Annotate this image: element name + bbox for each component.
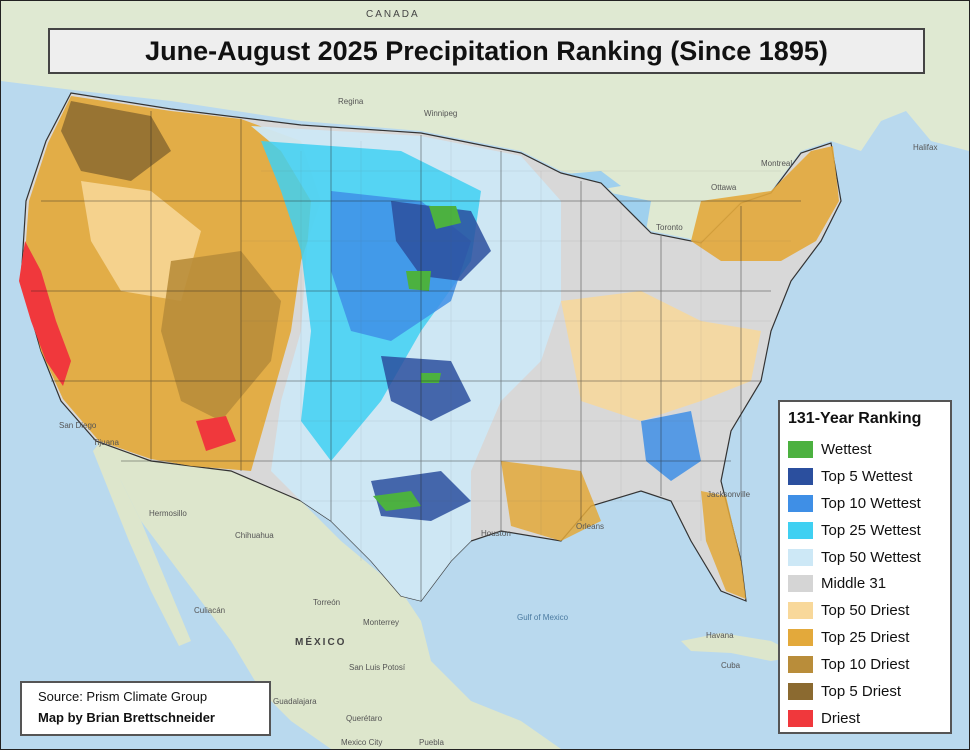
source-credit: Source: Prism Climate Group	[38, 689, 208, 704]
city-label: Mexico City	[341, 738, 383, 747]
legend-item: Top 10 Wettest	[788, 490, 942, 517]
city-label: Toronto	[656, 223, 683, 232]
arizona-driest	[196, 416, 236, 451]
legend-item: Driest	[788, 705, 942, 732]
city-label: Jacksonville	[707, 490, 751, 499]
gulf-coast-dry	[501, 461, 601, 541]
legend-item: Wettest	[788, 436, 942, 463]
state-borders	[31, 111, 801, 601]
canada-label: CANADA	[366, 9, 420, 20]
legend-item: Middle 31	[788, 570, 942, 597]
legend-item: Top 25 Wettest	[788, 517, 942, 544]
legend-item: Top 25 Driest	[788, 624, 942, 651]
legend-swatch	[788, 548, 813, 566]
city-label: Regina	[338, 97, 364, 106]
legend-label: Top 5 Wettest	[821, 467, 913, 485]
city-label: Guadalajara	[273, 697, 317, 706]
author-credit: Map by Brian Brettschneider	[38, 710, 215, 725]
county-texture	[241, 141, 791, 561]
legend-swatch	[788, 494, 813, 512]
legend-title: 131-Year Ranking	[788, 410, 922, 427]
nw-top5-dry	[61, 101, 171, 181]
city-label: Halifax	[913, 143, 938, 152]
city-label: Havana	[706, 631, 734, 640]
map-title-box: June-August 2025 Precipitation Ranking (…	[48, 28, 925, 74]
southeast-wet	[641, 411, 701, 481]
city-label: Winnipeg	[424, 109, 458, 118]
central-top5-wet	[371, 201, 491, 521]
legend-swatch	[788, 575, 813, 593]
city-label: Culiacán	[194, 606, 226, 615]
california-driest	[19, 241, 71, 386]
city-label: Querétaro	[346, 714, 383, 723]
city-label: San Luis Potosí	[349, 663, 406, 672]
city-label: Ottawa	[711, 183, 737, 192]
legend-label: Top 10 Driest	[821, 656, 910, 674]
gulf-label: Gulf of Mexico	[517, 613, 569, 622]
city-label: San Diego	[59, 421, 97, 430]
legend-item: Top 50 Driest	[788, 597, 942, 624]
legend-swatch	[788, 629, 813, 647]
legend-label: Top 5 Driest	[821, 682, 902, 700]
legend-swatch	[788, 709, 813, 727]
mexico-land	[96, 441, 561, 749]
cuba-land	[681, 633, 801, 661]
florida-dry	[701, 491, 746, 599]
legend-item: Top 5 Driest	[788, 678, 942, 705]
legend-items: Wettest Top 5 Wettest Top 10 Wettest Top 25…	[788, 436, 942, 732]
legend-swatch	[788, 521, 813, 539]
city-label: Orleans	[576, 522, 605, 531]
city-label: Torreón	[313, 598, 341, 607]
city-label: Cuba	[721, 661, 741, 670]
legend-label: Middle 31	[821, 575, 887, 593]
map-title: June-August 2025 Precipitation Ranking (…	[145, 35, 828, 66]
legend: 131-Year Ranking Wettest Top 5 Wettest Top…	[778, 400, 952, 734]
city-label: Montreal	[761, 159, 793, 168]
legend-label: Wettest	[821, 440, 872, 458]
legend-swatch	[788, 656, 813, 674]
city-label: Puebla	[419, 738, 444, 747]
legend-label: Top 25 Wettest	[821, 521, 921, 539]
city-label: Houston	[481, 529, 511, 538]
legend-label: Top 10 Wettest	[821, 494, 921, 512]
city-label: Chihuahua	[235, 531, 274, 540]
source-box: Source: Prism Climate Group Map by Brian…	[20, 681, 271, 736]
northeast-dry	[691, 146, 839, 261]
city-label: Hermosillo	[149, 509, 187, 518]
legend-label: Driest	[821, 709, 861, 727]
mexico-label: MÉXICO	[295, 637, 347, 648]
legend-swatch	[788, 440, 813, 458]
legend-swatch	[788, 602, 813, 620]
legend-item: Top 50 Wettest	[788, 544, 942, 571]
legend-swatch	[788, 682, 813, 700]
baja-land	[93, 441, 191, 646]
legend-label: Top 50 Wettest	[821, 548, 921, 566]
legend-label: Top 50 Driest	[821, 602, 910, 620]
city-label: Monterrey	[363, 618, 400, 627]
legend-item: Top 5 Wettest	[788, 463, 942, 490]
legend-label: Top 25 Driest	[821, 629, 910, 647]
city-label: Tijuana	[93, 438, 119, 447]
west-top10-dry	[161, 251, 281, 421]
legend-swatch	[788, 467, 813, 485]
legend-item: Top 10 Driest	[788, 651, 942, 678]
